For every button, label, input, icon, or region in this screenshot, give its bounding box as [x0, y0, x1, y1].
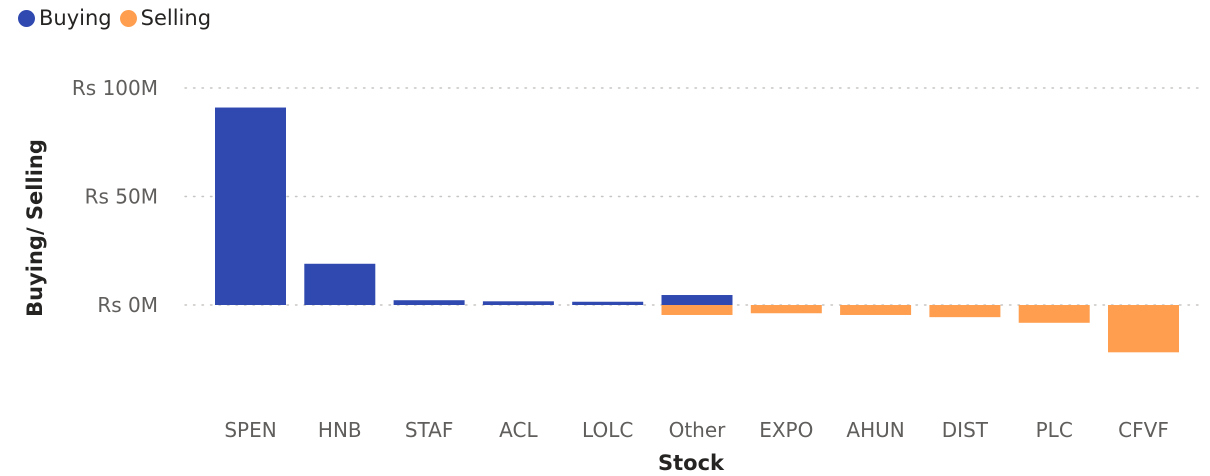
legend-item-selling[interactable]: Selling — [119, 6, 212, 30]
bar-buying-spen — [215, 107, 286, 305]
x-tick-label: STAF — [405, 418, 454, 442]
legend-item-buying[interactable]: Buying — [18, 6, 112, 30]
x-tick-label: SPEN — [224, 418, 276, 442]
bar-selling-dist — [929, 305, 1001, 318]
bar-buying-staf — [393, 300, 465, 305]
bar-selling-plc — [1018, 305, 1090, 323]
y-axis-title: Buying/ Selling — [23, 139, 47, 317]
legend-dot-buying — [18, 9, 35, 27]
x-tick-label: HNB — [318, 418, 362, 442]
bar-buying-other — [661, 295, 733, 305]
x-tick-label: LOLC — [582, 418, 633, 442]
y-tick-label: Rs 0M — [97, 293, 158, 317]
legend-dot-selling — [119, 9, 137, 27]
x-axis-title: Stock — [658, 451, 725, 475]
x-tick-label: CFVF — [1118, 418, 1169, 442]
y-tick-label: Rs 100M — [72, 76, 158, 100]
bar-selling-ahun — [840, 305, 912, 315]
legend-label-buying: Buying — [39, 6, 112, 30]
legend-label-selling: Selling — [140, 6, 212, 30]
x-tick-label: AHUN — [846, 418, 904, 442]
bar-selling-expo — [750, 305, 822, 314]
bar-buying-lolc — [572, 301, 644, 305]
x-tick-label: PLC — [1036, 418, 1073, 442]
bar-selling-other — [661, 305, 733, 315]
bar-selling-cfvf — [1108, 305, 1179, 353]
x-tick-label: Other — [669, 418, 727, 442]
bar-buying-hnb — [304, 263, 376, 305]
bar-buying-acl — [482, 301, 554, 305]
x-tick-label: EXPO — [759, 418, 813, 442]
legend: Buying Selling — [18, 6, 219, 30]
x-tick-label: ACL — [499, 418, 538, 442]
y-tick-label: Rs 50M — [85, 185, 158, 209]
x-tick-label: DIST — [942, 418, 989, 442]
